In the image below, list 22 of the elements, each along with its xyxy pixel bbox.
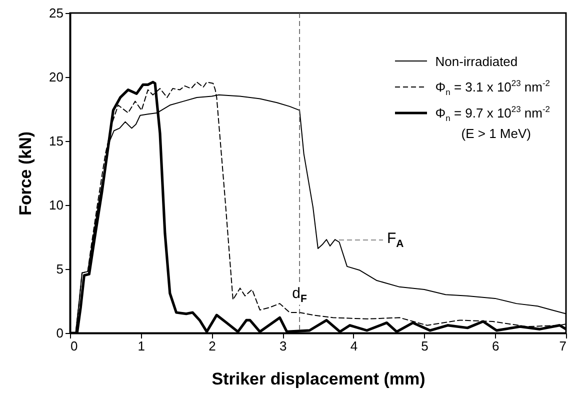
x-axis-title: Striker displacement (mm) <box>212 370 426 388</box>
x-tick-label: 7 <box>559 338 566 354</box>
y-axis-title: Force (kN) <box>16 131 36 216</box>
legend-label: Φ$_{n}$ = 3.1 x 10$^{23}$ nm$^{-2}$ <box>435 78 550 96</box>
annotation: F$_{A}$ <box>387 229 404 250</box>
x-tick-label: 1 <box>138 338 145 354</box>
legend-label: Non-irradiated <box>435 54 518 68</box>
ref-line-label: d$_{F}$ <box>292 284 307 305</box>
x-tick-label: 6 <box>492 338 500 354</box>
y-tick-label: 25 <box>49 6 64 20</box>
x-tick-label: 4 <box>350 338 358 354</box>
y-tick-label: 15 <box>49 134 64 148</box>
x-tick-label: 0 <box>70 338 78 354</box>
x-tick-label: 3 <box>279 338 287 354</box>
y-tick-label: 20 <box>49 70 64 84</box>
y-tick-label: 10 <box>49 198 64 212</box>
y-tick-label: 0 <box>56 326 64 340</box>
y-tick-label: 5 <box>56 262 64 276</box>
x-tick-label: 2 <box>208 338 216 354</box>
x-tick-label: 5 <box>421 338 428 354</box>
legend-label: Φ$_{n}$ = 9.7 x 10$^{23}$ nm$^{-2}$ <box>435 104 550 122</box>
annotation: (E > 1 MeV) <box>460 126 532 141</box>
